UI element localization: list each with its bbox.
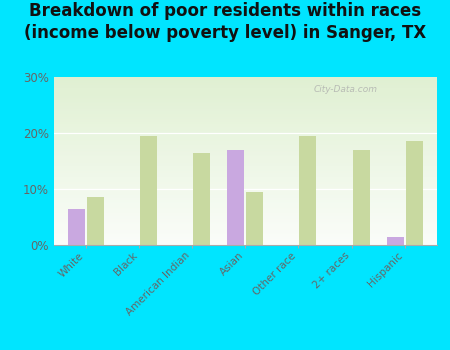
Bar (299, 136, 316, 245)
Bar (246, 192, 263, 245)
Bar (140, 136, 157, 245)
Text: City-Data.com: City-Data.com (314, 85, 378, 94)
Bar (68, 209, 85, 245)
Bar (406, 141, 423, 245)
Bar (87, 197, 104, 245)
Bar (387, 237, 404, 245)
Bar (227, 150, 244, 245)
Bar (352, 150, 369, 245)
Text: Breakdown of poor residents within races
(income below poverty level) in Sanger,: Breakdown of poor residents within races… (24, 2, 426, 42)
Bar (193, 153, 210, 245)
